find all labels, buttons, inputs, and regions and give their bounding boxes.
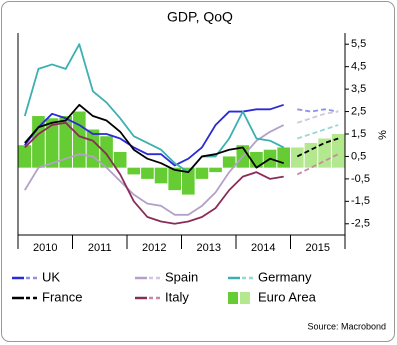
bar bbox=[195, 167, 209, 179]
bar bbox=[59, 116, 72, 168]
bar bbox=[18, 145, 32, 168]
source: Source: Macrobond bbox=[307, 321, 386, 331]
line-series bbox=[297, 108, 339, 113]
x-tick-label: 2013 bbox=[197, 242, 221, 254]
x-tick-label: 2012 bbox=[142, 242, 166, 254]
y-tick-label: 2,5 bbox=[351, 105, 366, 117]
bar bbox=[168, 167, 181, 191]
bar bbox=[127, 167, 141, 175]
legend-label: Germany bbox=[258, 269, 312, 284]
x-tick-label: 2010 bbox=[33, 242, 57, 254]
line-series bbox=[24, 124, 285, 216]
bar bbox=[277, 147, 290, 168]
y-tick-label: -1,5 bbox=[351, 195, 370, 207]
line-series bbox=[23, 43, 285, 174]
y-tick-label: 4,5 bbox=[351, 61, 366, 73]
legend-label: Italy bbox=[165, 289, 189, 304]
legend-swatch bbox=[240, 292, 250, 304]
x-tick-label: 2015 bbox=[306, 242, 330, 254]
bar bbox=[141, 167, 154, 179]
x-tick-label: 2011 bbox=[88, 242, 112, 254]
line-series bbox=[24, 103, 284, 174]
y-tick-label: -2,5 bbox=[351, 218, 370, 230]
bar bbox=[32, 116, 45, 168]
bar bbox=[182, 167, 195, 195]
y-tick-label: 5,5 bbox=[351, 38, 366, 50]
x-tick-label: 2014 bbox=[251, 242, 275, 254]
bar bbox=[154, 167, 168, 184]
bar bbox=[45, 118, 59, 168]
legend-label: France bbox=[42, 289, 82, 304]
bar bbox=[86, 129, 100, 168]
bar bbox=[209, 167, 222, 173]
y-tick-label: -0,5 bbox=[351, 173, 370, 185]
bar bbox=[331, 134, 345, 168]
legend-swatch bbox=[228, 292, 238, 304]
bar bbox=[73, 111, 86, 168]
bar bbox=[113, 151, 127, 168]
y-tick-label: 0,5 bbox=[351, 150, 366, 162]
chart-title: GDP, QoQ bbox=[167, 9, 233, 25]
y-tick-label: 1,5 bbox=[351, 128, 366, 140]
line-series bbox=[24, 103, 284, 167]
line-series bbox=[297, 110, 339, 124]
y-tick-label: 3,5 bbox=[351, 83, 366, 95]
legend-label: UK bbox=[42, 269, 60, 284]
bar bbox=[222, 156, 236, 168]
legend-label: Spain bbox=[165, 269, 198, 284]
legend-label: Euro Area bbox=[258, 289, 317, 304]
y-axis-label: % bbox=[377, 130, 389, 140]
line-series bbox=[297, 124, 339, 140]
line-series bbox=[24, 121, 284, 225]
bar bbox=[291, 147, 304, 168]
